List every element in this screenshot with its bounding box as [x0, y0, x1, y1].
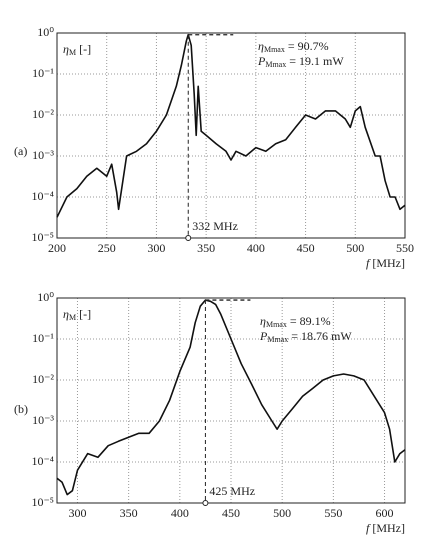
x-tick-label: 600	[376, 506, 394, 520]
y-axis-label-subscript: M	[69, 313, 76, 322]
x-tick-label: 350	[120, 506, 138, 520]
x-axis-label-text: [MHz]	[369, 521, 405, 535]
x-axis-label: f [MHz]	[366, 256, 405, 270]
annotation-text: = 89.1%	[287, 314, 331, 328]
plot-frame	[56, 297, 406, 504]
x-tick-label: 200	[48, 241, 66, 255]
annotation-subscript: Mmax	[264, 45, 285, 54]
annotation-subscript: Mmax	[267, 335, 288, 344]
annotation-subscript: Mmax	[266, 320, 287, 329]
y-tick-label: 10⁻³	[32, 148, 54, 162]
annotation-symbol: P	[259, 329, 268, 343]
x-tick-label: 450	[297, 241, 315, 255]
data-line	[56, 33, 406, 218]
y-axis-label-text: [-]	[76, 42, 91, 56]
x-tick-label: 500	[273, 506, 291, 520]
y-tick-label: 10⁻⁵	[31, 230, 54, 244]
y-tick-label: 10⁻¹	[32, 66, 54, 80]
x-axis-label: f [MHz]	[366, 521, 405, 535]
x-tick-label: 300	[147, 241, 165, 255]
y-tick-label: 10⁰	[37, 25, 54, 39]
y-tick-label: 10⁻⁵	[31, 495, 54, 509]
annotation-symbol: η	[260, 314, 266, 328]
peak-marker	[185, 235, 192, 241]
x-tick-label: 400	[171, 506, 189, 520]
x-tick-label: 300	[68, 506, 86, 520]
x-tick-label: 500	[346, 241, 364, 255]
x-tick-label: 250	[98, 241, 116, 255]
annotation: ηMmax = 90.7%	[258, 39, 329, 54]
y-axis-label: ηM [-]	[63, 307, 91, 322]
annotation-text: = 18.76 mW	[288, 329, 352, 343]
peak-marker	[202, 500, 209, 506]
y-tick-label: 10⁻²	[32, 107, 54, 121]
y-axis-label: ηM [-]	[63, 42, 91, 57]
y-axis-label-symbol: η	[63, 42, 69, 56]
annotation: PMmax = 19.1 mW	[257, 54, 344, 69]
annotation-text: = 90.7%	[285, 39, 329, 53]
y-axis-label-subscript: M	[69, 48, 76, 57]
annotation: PMmax = 18.76 mW	[259, 329, 352, 344]
annotation: ηMmax = 89.1%	[260, 314, 331, 329]
annotation-symbol: P	[257, 54, 266, 68]
x-axis-label-symbol: f	[366, 521, 371, 535]
x-tick-label: 550	[396, 241, 414, 255]
x-axis-label-text: [MHz]	[369, 256, 405, 270]
annotation-subscript: Mmax	[265, 60, 286, 69]
peak-label: 425 MHz	[209, 484, 255, 498]
panel-label: (b)	[14, 402, 28, 416]
peak-label: 332 MHz	[192, 219, 238, 233]
x-tick-label: 550	[324, 506, 342, 520]
plot-frame	[56, 32, 406, 239]
y-tick-label: 10⁻³	[32, 413, 54, 427]
x-tick-label: 450	[222, 506, 240, 520]
x-axis-label-symbol: f	[366, 256, 371, 270]
y-tick-label: 10⁻¹	[32, 331, 54, 345]
y-axis-label-text: [-]	[76, 307, 91, 321]
y-axis-label-symbol: η	[63, 307, 69, 321]
panel-label: (a)	[14, 144, 27, 158]
annotation-text: = 19.1 mW	[286, 54, 344, 68]
annotation-symbol: η	[258, 39, 264, 53]
data-line	[56, 299, 406, 496]
x-tick-label: 400	[247, 241, 265, 255]
y-tick-label: 10⁰	[37, 290, 54, 304]
x-tick-label: 350	[197, 241, 215, 255]
y-tick-label: 10⁻⁴	[31, 454, 54, 468]
y-tick-label: 10⁻²	[32, 372, 54, 386]
y-tick-label: 10⁻⁴	[31, 189, 54, 203]
